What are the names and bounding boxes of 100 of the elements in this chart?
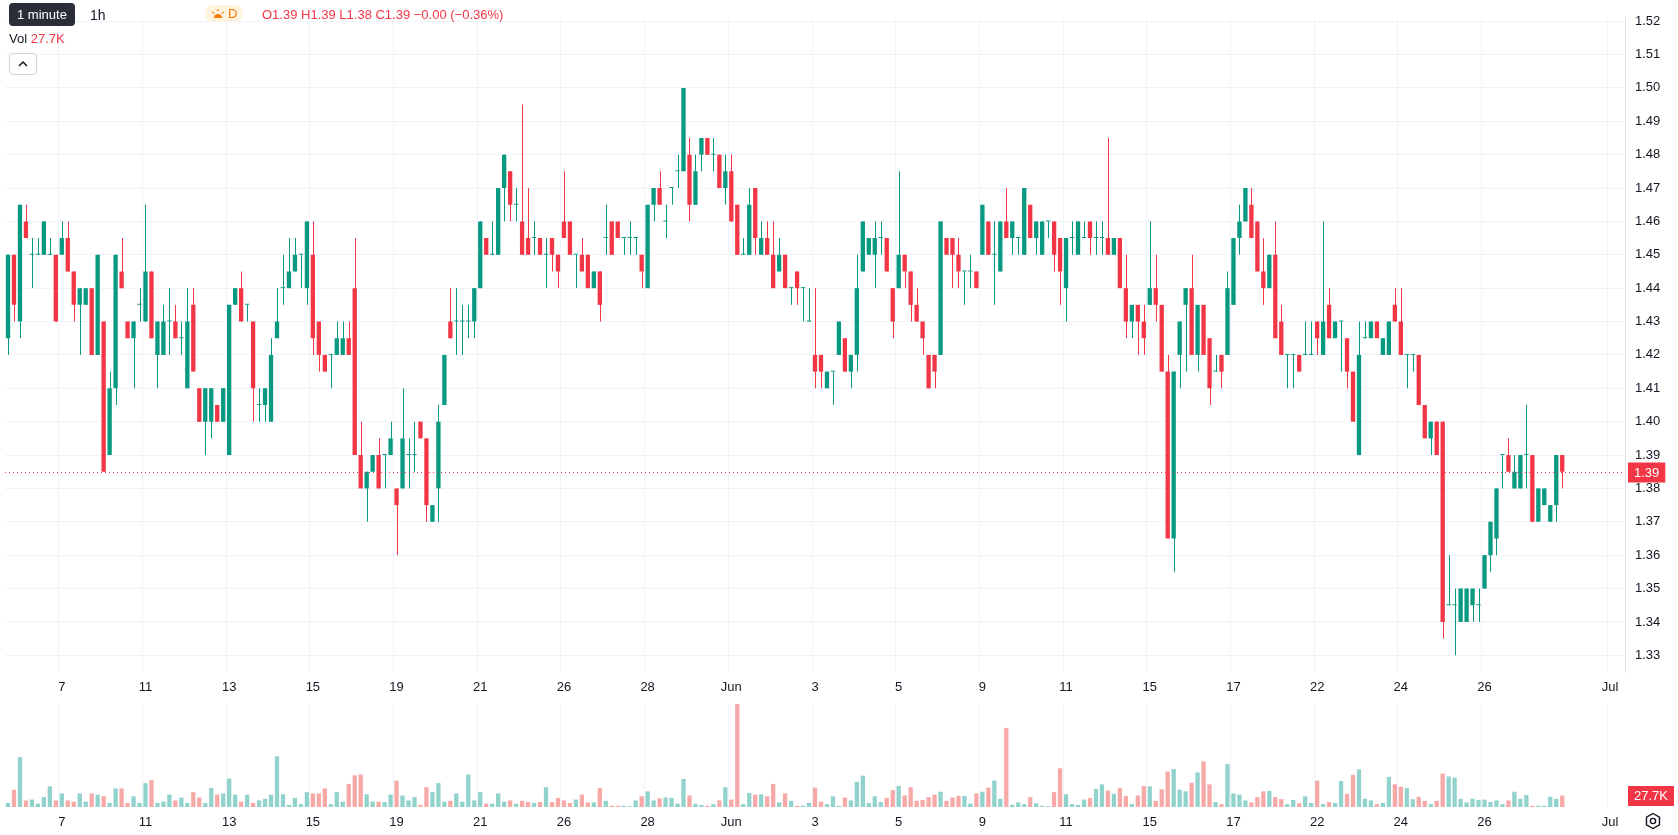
bar	[496, 793, 501, 807]
candlestick	[1237, 204, 1242, 256]
x-tick-label: 26	[556, 814, 572, 830]
x-tick-label: 24	[1393, 814, 1409, 830]
bar	[884, 797, 889, 807]
bar	[1087, 797, 1093, 807]
bar	[1028, 797, 1033, 807]
bar	[1285, 804, 1290, 807]
x-tick-label: 15	[1142, 814, 1157, 830]
x-tick-label: 5	[895, 814, 903, 830]
bar	[1303, 796, 1308, 807]
candlestick	[1105, 137, 1111, 256]
bar	[244, 794, 250, 807]
bar	[1213, 802, 1218, 807]
bar	[1105, 790, 1111, 807]
y-tick-label: 1.45	[1635, 246, 1661, 262]
bar	[986, 787, 991, 807]
bar	[1093, 788, 1099, 807]
x-tick-label: 19	[389, 814, 404, 830]
bar	[77, 793, 82, 807]
bar	[1291, 800, 1296, 807]
candlestick	[848, 354, 854, 389]
bar	[1022, 804, 1027, 807]
candlestick	[830, 370, 836, 406]
bar	[1506, 800, 1511, 807]
bar	[1368, 800, 1374, 807]
candlestick	[956, 237, 961, 289]
x-tick-label: 15	[305, 679, 321, 695]
bar	[1273, 797, 1278, 807]
x-tick-label: 21	[473, 814, 488, 830]
bar	[298, 804, 304, 807]
y-tick-label: 1.34	[1635, 613, 1661, 629]
bar	[1392, 784, 1398, 807]
bar	[1404, 788, 1409, 807]
candlestick	[1213, 354, 1218, 373]
candlestick	[334, 321, 339, 356]
y-tick-label: 1.35	[1635, 580, 1661, 596]
candlestick	[394, 487, 399, 556]
candlestick	[35, 237, 41, 256]
y-tick-label: 1.52	[1635, 12, 1661, 28]
bar	[472, 800, 477, 807]
candlestick	[119, 237, 124, 289]
bar	[771, 783, 776, 807]
candlestick	[328, 353, 333, 389]
candlestick	[131, 321, 136, 389]
candlestick	[1093, 220, 1099, 256]
y-tick-label: 1.38	[1635, 480, 1661, 495]
bar	[830, 796, 836, 807]
candlestick	[1010, 220, 1015, 256]
candlestick	[872, 220, 877, 289]
bar	[1410, 799, 1415, 807]
bar	[1398, 786, 1403, 807]
bar	[1171, 769, 1176, 807]
candlestick	[1524, 404, 1529, 489]
bar	[1416, 796, 1421, 807]
bar	[328, 804, 333, 807]
x-tick-label: 26	[1477, 814, 1492, 830]
bar	[543, 787, 549, 807]
bar	[1344, 793, 1350, 807]
bar	[268, 794, 274, 807]
bar	[47, 786, 52, 807]
y-tick-label: 1.47	[1635, 179, 1661, 195]
bar	[1554, 798, 1559, 807]
bar	[579, 794, 585, 807]
bar	[1129, 804, 1134, 807]
bar	[233, 794, 238, 807]
candlestick	[711, 137, 716, 172]
bar	[854, 781, 859, 807]
bar	[173, 800, 178, 807]
x-tick-label: Jun	[720, 814, 742, 830]
candlestick	[1261, 237, 1266, 306]
x-tick-label: 28	[640, 814, 655, 830]
x-tick-label: 11	[138, 679, 153, 695]
bar	[1428, 804, 1433, 807]
candlestick	[490, 220, 495, 256]
candlestick	[1004, 187, 1009, 239]
bar	[1123, 795, 1128, 807]
bar	[525, 802, 531, 807]
candlestick	[1309, 321, 1314, 356]
x-tick-label: 11	[1059, 814, 1073, 830]
x-tick-label: 11	[1059, 679, 1073, 695]
x-tick-label: 15	[305, 814, 321, 830]
candlestick	[878, 220, 883, 256]
bar	[1189, 782, 1194, 807]
y-tick-label: 1.46	[1635, 212, 1661, 228]
bar	[334, 792, 339, 807]
annotation: O1.39 H1.39 L1.38 C1.39 −0.00 (−0.36%)	[262, 7, 504, 22]
candlestick	[1034, 220, 1039, 256]
candlestick	[47, 237, 52, 256]
candlestick	[262, 387, 268, 423]
bar	[1111, 793, 1117, 807]
x-tick-label: 17	[1226, 814, 1241, 830]
bar	[1099, 784, 1105, 807]
bar	[1165, 771, 1170, 807]
bar	[322, 788, 327, 807]
bar	[1314, 780, 1320, 807]
bar	[782, 793, 788, 807]
bar	[1219, 804, 1224, 807]
y-tick-label: 1.49	[1635, 112, 1661, 128]
bar	[507, 800, 513, 807]
